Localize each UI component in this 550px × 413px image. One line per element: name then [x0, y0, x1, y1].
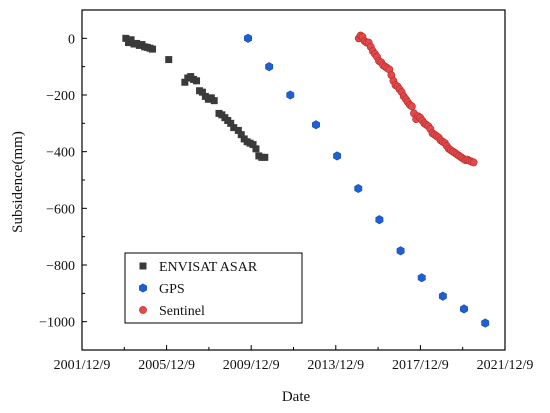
data-point: [354, 183, 363, 194]
data-point: [227, 119, 235, 127]
x-tick-label: 2013/12/9: [307, 358, 364, 373]
data-point: [252, 145, 260, 153]
legend-marker: [139, 306, 147, 314]
data-point: [265, 62, 274, 72]
data-point: [407, 102, 416, 111]
series-sentinel: [354, 31, 478, 167]
data-point: [234, 126, 242, 134]
data-point: [469, 158, 478, 167]
x-tick-label: 2009/12/9: [223, 358, 280, 373]
data-point: [481, 318, 490, 328]
data-marks: [122, 31, 490, 328]
y-tick-label: 0: [68, 32, 75, 47]
data-point: [237, 131, 245, 139]
data-point: [312, 120, 320, 130]
data-point: [181, 78, 189, 86]
legend-label: Sentinel: [159, 304, 205, 319]
legend-marker: [139, 262, 147, 270]
y-tick-label: −1000: [39, 316, 75, 331]
data-point: [193, 77, 201, 85]
data-point: [127, 36, 135, 44]
series-envisat-asar: [122, 34, 269, 161]
data-point: [122, 34, 130, 42]
legend-marker: [139, 283, 147, 293]
y-tick-label: −600: [46, 202, 75, 217]
x-tick-label: 2017/12/9: [392, 358, 449, 373]
data-point: [396, 246, 405, 256]
data-point: [249, 141, 257, 149]
data-point: [286, 90, 295, 100]
legend-label: GPS: [159, 282, 185, 297]
x-axis-label: Date: [282, 389, 311, 405]
data-point: [333, 151, 342, 161]
y-axis-label: Subsidence(mm): [10, 131, 26, 233]
series-gps: [244, 33, 490, 328]
data-point: [149, 45, 157, 53]
data-point: [375, 215, 384, 225]
y-tick-label: −200: [46, 89, 75, 104]
data-point: [460, 304, 468, 314]
data-point: [198, 88, 206, 96]
data-point: [230, 124, 238, 132]
y-tick-label: −400: [46, 146, 75, 161]
data-point: [244, 33, 252, 43]
legend: ENVISAT ASAR GPS Sentinel: [124, 252, 303, 324]
x-tick-label: 2001/12/9: [54, 358, 111, 373]
data-point: [417, 273, 426, 283]
data-point: [261, 153, 269, 161]
data-point: [165, 56, 173, 64]
axes: 2001/12/9 2005/12/9 2009/12/9 2013/12/9 2017…: [39, 9, 534, 373]
x-tick-label: 2005/12/9: [138, 358, 195, 373]
x-tick-label: 2021/12/9: [477, 358, 534, 373]
legend-label: ENVISAT ASAR: [159, 260, 258, 275]
data-point: [210, 97, 218, 105]
y-tick-label: −800: [46, 259, 75, 274]
legend-box: [124, 252, 303, 324]
data-point: [438, 291, 447, 301]
